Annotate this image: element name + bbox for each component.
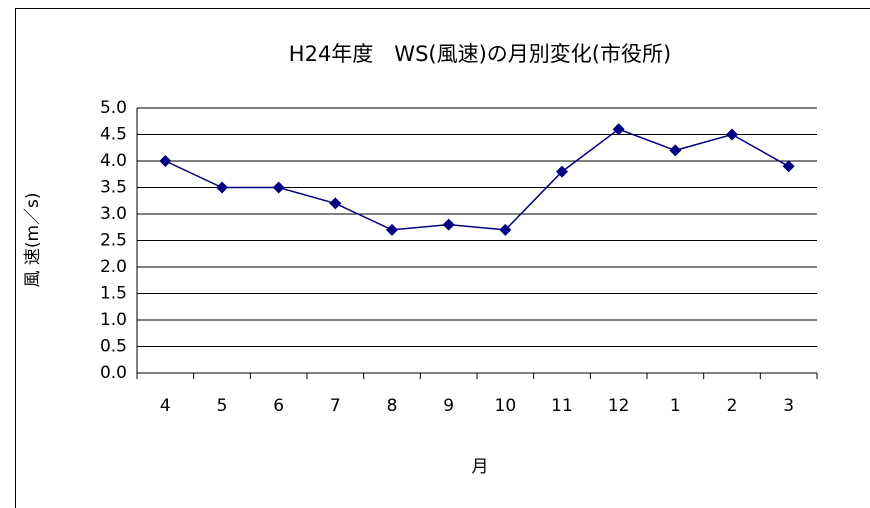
data-point [159, 155, 172, 167]
data-point [669, 144, 682, 157]
y-tick-label: 2.0 [100, 257, 127, 277]
x-tick-label: 4 [160, 396, 171, 416]
y-tick-label: 3.0 [100, 204, 127, 224]
data-point [726, 128, 738, 141]
data-point [556, 165, 568, 178]
data-point [386, 223, 398, 236]
data-point [499, 223, 512, 236]
chart-title: H24年度 WS(風速)の月別変化(市役所) [289, 42, 671, 66]
y-tick-label: 4.5 [100, 125, 127, 145]
x-tick-label: 1 [670, 396, 681, 416]
x-tick-label: 10 [495, 396, 517, 416]
data-point [612, 123, 625, 136]
x-tick-label: 3 [783, 396, 794, 416]
y-tick-label: 1.0 [100, 310, 127, 330]
y-axis-label: 風 速(m／s) [23, 192, 43, 287]
y-tick-label: 5.0 [100, 98, 127, 118]
chart-frame [15, 8, 870, 508]
data-line [165, 128, 790, 231]
y-tick-label: 2.5 [100, 231, 127, 251]
y-tick-label: 4.0 [100, 151, 127, 171]
x-tick-label: 12 [608, 396, 630, 416]
data-point [272, 181, 285, 194]
y-tick-label: 1.5 [100, 284, 127, 304]
x-tick-label: 9 [443, 396, 454, 416]
x-tick-label: 8 [387, 396, 398, 416]
x-tick-label: 7 [330, 396, 341, 416]
x-tick-label: 5 [217, 396, 228, 416]
data-point [782, 160, 795, 173]
data-point [442, 218, 455, 231]
data-point [216, 181, 228, 194]
x-axis-label: 月 [472, 457, 489, 477]
y-tick-label: 0.5 [100, 337, 127, 357]
data-point [329, 197, 342, 210]
x-tick-label: 6 [273, 396, 284, 416]
x-tick-label: 2 [727, 396, 738, 416]
y-tick-label: 0.0 [100, 363, 127, 383]
y-tick-label: 3.5 [100, 178, 127, 198]
x-tick-label: 11 [551, 396, 573, 416]
